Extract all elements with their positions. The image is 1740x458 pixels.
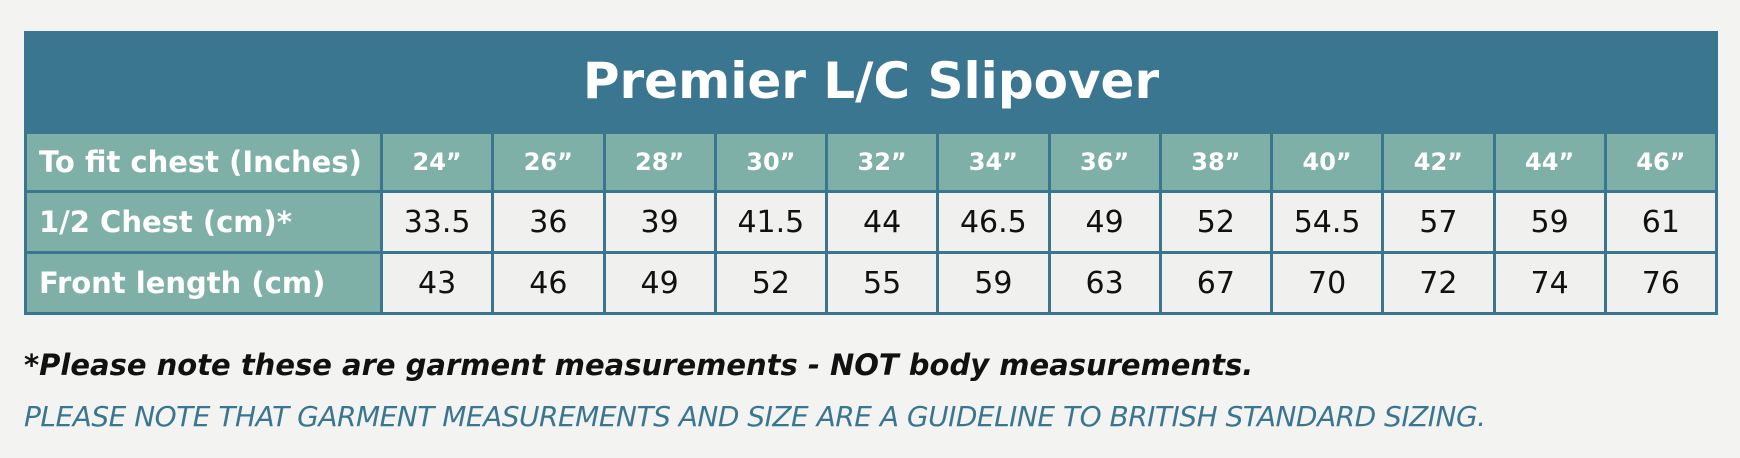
cell: 74 [1492,251,1607,315]
cell: 30” [713,131,829,193]
table-row: 1/2 Chest (cm)* 33.5 36 39 41.5 44 46.5 49 52 54.… [24,190,1719,254]
cell: 39 [602,190,717,254]
cell: 46 [491,251,606,315]
cell: 52 [713,251,829,315]
cell: 28” [602,131,717,193]
cell: 41.5 [713,190,829,254]
size-table: Premier L/C Slipover To fit chest (Inche… [24,31,1719,315]
cell: 76 [1603,251,1719,315]
cell: 59 [1492,190,1607,254]
cell: 46.5 [936,190,1051,254]
cell: 32” [824,131,940,193]
cell: 49 [602,251,717,315]
cell: 44 [824,190,940,254]
cell: 49 [1047,190,1162,254]
cell: 36 [491,190,606,254]
cell: 54.5 [1269,190,1385,254]
cell: 38” [1158,131,1274,193]
cell: 72 [1381,251,1496,315]
cell: 57 [1381,190,1496,254]
cell: 61 [1603,190,1719,254]
table-row: Front length (cm) 43 46 49 52 55 59 63 67 70 72 74 7… [24,251,1719,315]
cell: 52 [1158,190,1274,254]
table: To fit chest (Inches) 24” 26” 28” 30” 32” 34” 3… [24,131,1719,315]
garment-note: *Please note these are garment measureme… [24,348,1254,382]
cell: 40” [1269,131,1385,193]
cell: 59 [936,251,1051,315]
cell: 42” [1381,131,1496,193]
cell: 67 [1158,251,1274,315]
row-label: Front length (cm) [24,251,383,315]
cell: 24” [379,131,495,193]
guideline-note: PLEASE NOTE THAT GARMENT MEASUREMENTS AN… [24,400,1486,433]
table-row: To fit chest (Inches) 24” 26” 28” 30” 32” 34” 3… [24,131,1719,193]
cell: 44” [1492,131,1607,193]
cell: 43 [379,251,495,315]
cell: 33.5 [379,190,495,254]
cell: 46” [1603,131,1719,193]
row-label: 1/2 Chest (cm)* [24,190,383,254]
cell: 63 [1047,251,1162,315]
cell: 70 [1269,251,1385,315]
cell: 55 [824,251,940,315]
cell: 34” [936,131,1051,193]
table-title: Premier L/C Slipover [24,31,1718,131]
cell: 36” [1047,131,1162,193]
cell: 26” [491,131,606,193]
row-label: To fit chest (Inches) [24,131,383,193]
